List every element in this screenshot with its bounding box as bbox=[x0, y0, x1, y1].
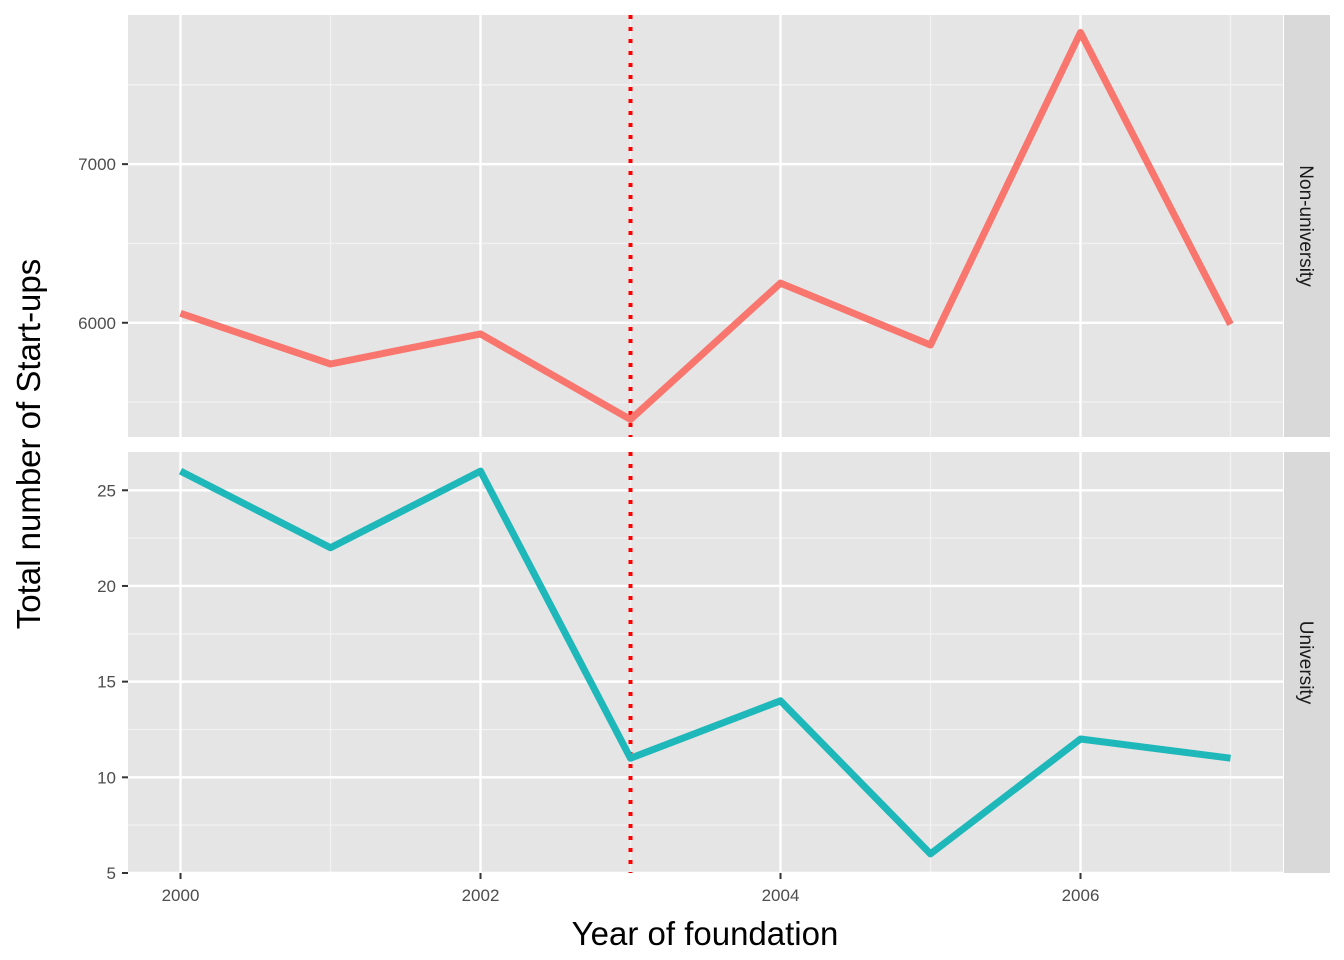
y-tick-label: 15 bbox=[97, 673, 116, 692]
facet-strip-label: Non-university bbox=[1295, 165, 1316, 287]
x-tick-label: 2004 bbox=[762, 886, 800, 905]
y-tick-label: 10 bbox=[97, 768, 116, 787]
y-tick-label: 6000 bbox=[78, 314, 116, 333]
y-axis-title: Total number of Start-ups bbox=[10, 259, 47, 630]
y-tick-label: 5 bbox=[107, 864, 116, 883]
x-tick-label: 2002 bbox=[462, 886, 500, 905]
facet-strip-label: University bbox=[1295, 621, 1316, 705]
series-line-non-university bbox=[179, 29, 1234, 423]
panel-1: 5 10 15 20 25 University bbox=[97, 452, 1330, 883]
plot-layer: 6000 7000 Non-university 5 10 15 20 25 Universit… bbox=[78, 15, 1330, 905]
y-tick-label: 20 bbox=[97, 577, 116, 596]
y-tick-label: 25 bbox=[97, 481, 116, 500]
panel-0: 6000 7000 Non-university bbox=[78, 15, 1330, 437]
x-tick-label: 2000 bbox=[162, 886, 200, 905]
x-axis-title: Year of foundation bbox=[572, 915, 839, 952]
facet-strip bbox=[1284, 452, 1330, 873]
series-line-university bbox=[178, 467, 1231, 858]
x-tick-label: 2006 bbox=[1062, 886, 1100, 905]
panel-background bbox=[128, 452, 1283, 873]
y-tick-label: 7000 bbox=[78, 155, 116, 174]
panel-background bbox=[128, 15, 1283, 437]
facet-strip bbox=[1284, 15, 1330, 437]
